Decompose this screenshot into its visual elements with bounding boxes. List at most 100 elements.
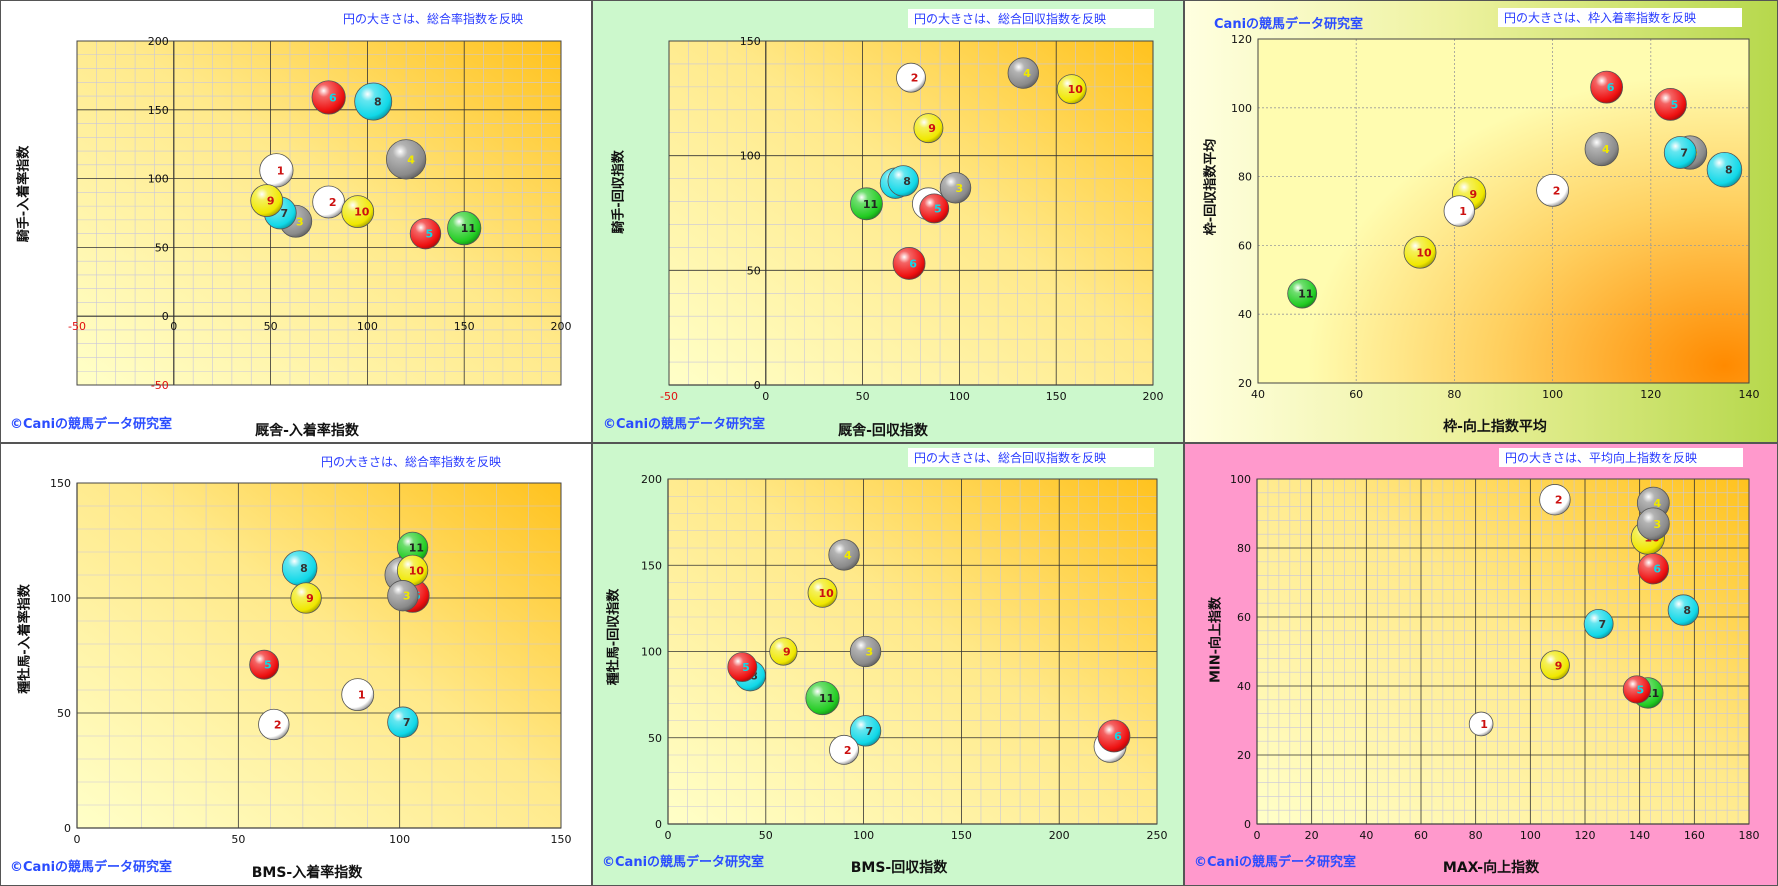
x-tick-label: 100 bbox=[1520, 829, 1541, 842]
x-tick-label: -50 bbox=[68, 320, 86, 333]
bubble-label: 10 bbox=[1416, 246, 1432, 259]
x-tick-label: 60 bbox=[1349, 388, 1363, 401]
x-tick-label: 100 bbox=[1542, 388, 1563, 401]
x-axis-label: 厩舎-入着率指数 bbox=[255, 423, 359, 439]
bubble-label: 3 bbox=[296, 215, 304, 228]
bubble-label: 5 bbox=[1637, 683, 1645, 696]
y-tick-label: 150 bbox=[50, 477, 71, 490]
bubble-marker bbox=[807, 577, 838, 608]
x-tick-label: 100 bbox=[389, 833, 410, 846]
plot-border bbox=[1257, 38, 1750, 384]
bubble-marker bbox=[250, 184, 284, 218]
x-tick-label: 80 bbox=[1469, 829, 1483, 842]
bubble-10: 10 bbox=[396, 554, 429, 587]
plot-area bbox=[1257, 479, 1749, 824]
bubble-10: 10 bbox=[341, 195, 375, 229]
bubble-6: 6 bbox=[1097, 719, 1131, 753]
y-tick-label: 0 bbox=[655, 818, 662, 831]
bubble-6: 6 bbox=[1590, 70, 1624, 104]
bubble-11: 11 bbox=[447, 211, 482, 246]
bubble-label: 9 bbox=[783, 646, 791, 659]
bubble-5: 5 bbox=[727, 652, 758, 682]
bubble-marker bbox=[1622, 675, 1652, 704]
y-tick-label: 0 bbox=[754, 379, 761, 392]
bubble-label: 5 bbox=[264, 659, 272, 672]
bubble-marker bbox=[913, 113, 944, 144]
bubble-label: 11 bbox=[819, 692, 834, 705]
bubble-label: 8 bbox=[1725, 164, 1733, 177]
y-tick-label: 0 bbox=[1244, 818, 1251, 831]
y-tick-label: 60 bbox=[1237, 611, 1251, 624]
x-tick-label: 200 bbox=[1049, 829, 1070, 842]
x-tick-label: 50 bbox=[759, 829, 773, 842]
bubble-marker bbox=[1663, 136, 1697, 169]
bubble-2: 2 bbox=[1539, 484, 1571, 516]
bubble-label: 4 bbox=[1654, 497, 1662, 510]
bubble-2: 2 bbox=[896, 62, 926, 93]
bubble-label: 1 bbox=[277, 164, 285, 177]
bubble-marker bbox=[1539, 484, 1571, 516]
size-note: 円の大きさは、総合率指数を反映 bbox=[321, 455, 502, 469]
bubble-marker bbox=[354, 82, 393, 121]
y-axis-label: 種牡馬-回収指数 bbox=[606, 588, 622, 686]
bubble-marker bbox=[341, 678, 375, 712]
bubble-marker bbox=[409, 217, 442, 250]
x-tick-label: 40 bbox=[1251, 388, 1265, 401]
bubble-marker bbox=[1403, 235, 1437, 269]
x-tick-label: 150 bbox=[551, 833, 572, 846]
bubble-1: 1 bbox=[1468, 711, 1494, 737]
bubble-marker bbox=[1468, 711, 1494, 737]
x-tick-label: 50 bbox=[264, 320, 278, 333]
x-tick-label: 80 bbox=[1447, 388, 1461, 401]
x-tick-label: 150 bbox=[1046, 390, 1067, 403]
bubble-label: 6 bbox=[1114, 730, 1122, 743]
chart-panel-3: 4060801001201402040608010012084396572101… bbox=[1184, 0, 1778, 443]
y-tick-label: 120 bbox=[1231, 33, 1252, 46]
bubble-marker bbox=[919, 193, 950, 224]
x-tick-label: 0 bbox=[665, 829, 672, 842]
bubble-marker bbox=[849, 715, 882, 747]
x-tick-label: 20 bbox=[1305, 829, 1319, 842]
y-tick-label: 80 bbox=[1237, 542, 1251, 555]
bubble-5: 5 bbox=[249, 649, 280, 680]
bubble-label: 10 bbox=[354, 206, 370, 219]
bubble-marker bbox=[1443, 195, 1475, 227]
bubble-9: 9 bbox=[769, 637, 798, 666]
bubble-11: 11 bbox=[805, 680, 840, 716]
bubble-2: 2 bbox=[258, 708, 290, 741]
bubble-label: 4 bbox=[1602, 143, 1610, 156]
copyright: ©Caniの競馬データ研究室 bbox=[603, 417, 766, 432]
bubble-label: 6 bbox=[909, 257, 917, 270]
x-axis-label: 厩舎-回収指数 bbox=[838, 423, 928, 439]
bubble-marker bbox=[387, 706, 419, 738]
bubble-label: 7 bbox=[403, 716, 411, 729]
y-tick-label: 150 bbox=[740, 35, 761, 48]
plot-svg: 0204060801001201401601800204060801001043… bbox=[1230, 473, 1760, 842]
x-tick-label: 200 bbox=[551, 320, 572, 333]
x-tick-label: 150 bbox=[951, 829, 972, 842]
bubble-9: 9 bbox=[290, 582, 322, 614]
x-tick-label: 60 bbox=[1414, 829, 1428, 842]
copyright: ©Caniの競馬データ研究室 bbox=[10, 860, 173, 875]
x-tick-label: 100 bbox=[357, 320, 378, 333]
plot-border bbox=[668, 40, 1154, 386]
x-tick-label: 120 bbox=[1640, 388, 1661, 401]
bubble-label: 1 bbox=[358, 689, 366, 702]
plot-svg: 4060801001201402040608010012084396572101… bbox=[1231, 33, 1760, 401]
bubble-label: 2 bbox=[911, 72, 919, 85]
bubble-2: 2 bbox=[1536, 173, 1570, 207]
y-tick-label: 100 bbox=[148, 173, 169, 186]
copyright: Caniの競馬データ研究室 bbox=[1214, 17, 1364, 32]
y-tick-label: -50 bbox=[151, 379, 169, 392]
bubble-label: 7 bbox=[1680, 147, 1688, 160]
size-note: 円の大きさは、平均向上指数を反映 bbox=[1499, 448, 1743, 467]
bubble-label: 4 bbox=[1023, 67, 1031, 80]
bubble-6: 6 bbox=[1637, 553, 1670, 585]
bubble-marker bbox=[1706, 151, 1743, 188]
bubble-label: 9 bbox=[1469, 188, 1477, 201]
bubble-label: 11 bbox=[1298, 288, 1313, 301]
x-tick-label: 50 bbox=[231, 833, 245, 846]
bubble-marker bbox=[727, 652, 758, 682]
bubble-label: 2 bbox=[844, 744, 852, 757]
bubble-label: 1 bbox=[1459, 205, 1467, 218]
